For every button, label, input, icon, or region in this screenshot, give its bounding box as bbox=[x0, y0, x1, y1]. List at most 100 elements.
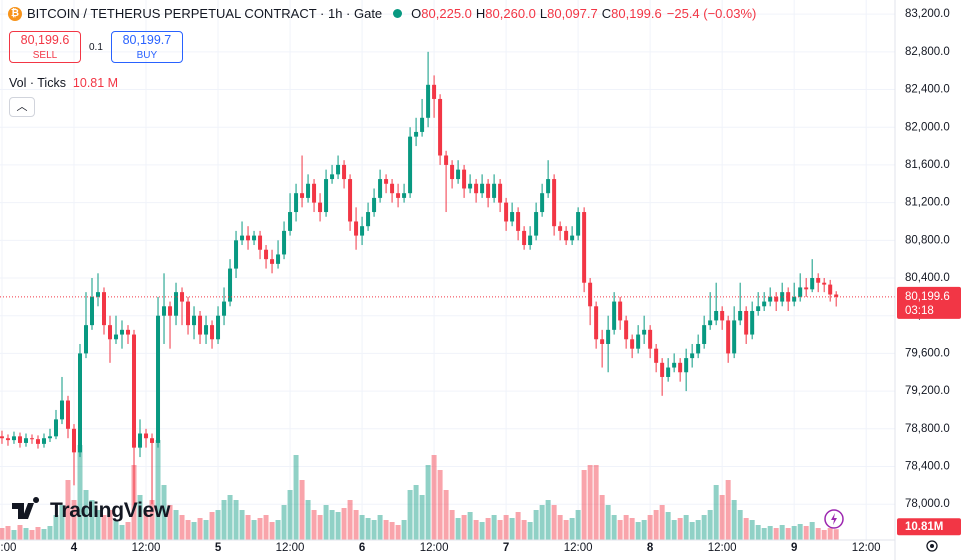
candle-body bbox=[11, 436, 16, 441]
volume-bar bbox=[599, 495, 605, 540]
ohlc-value: 80,199.6 bbox=[611, 6, 662, 21]
candle-body bbox=[35, 439, 40, 444]
volume-bar bbox=[383, 520, 389, 540]
ohlc-key: L bbox=[539, 6, 548, 21]
x-tick-label: 5 bbox=[215, 542, 222, 554]
volume-bar bbox=[275, 520, 281, 540]
volume-bar bbox=[371, 520, 377, 540]
candle-body bbox=[198, 315, 203, 335]
candle-body bbox=[810, 278, 815, 290]
volume-bar bbox=[269, 522, 275, 540]
last-price-box bbox=[897, 286, 961, 319]
volume-bar bbox=[257, 518, 263, 540]
candle-body bbox=[204, 325, 209, 335]
symbol[interactable]: BITCOIN / TETHERUS PERPETUAL CONTRACT · … bbox=[27, 6, 383, 21]
volume-bar bbox=[785, 528, 791, 540]
volume-bar bbox=[491, 515, 497, 540]
countdown: 03:18 bbox=[905, 305, 934, 317]
volume-bar bbox=[77, 445, 83, 540]
y-tick-label: 80,800.0 bbox=[905, 234, 950, 246]
candle-body bbox=[474, 183, 479, 194]
candle-body bbox=[516, 212, 521, 231]
volume-bar bbox=[659, 505, 665, 540]
candle-body bbox=[684, 358, 689, 373]
candle-body bbox=[258, 235, 263, 250]
candle-body bbox=[59, 400, 64, 420]
volume-bar bbox=[701, 515, 707, 540]
volume-bar bbox=[719, 495, 725, 540]
volume-bar bbox=[167, 505, 173, 540]
candle-body bbox=[756, 306, 761, 311]
candle-body bbox=[324, 179, 329, 213]
ohlc-key: C bbox=[601, 6, 612, 21]
x-tick-label: 12:00 bbox=[852, 542, 881, 554]
volume-bar bbox=[377, 515, 383, 540]
volume-bar bbox=[743, 518, 749, 540]
candle-body bbox=[534, 212, 539, 236]
candle-body bbox=[41, 438, 46, 444]
candle-body bbox=[90, 296, 95, 326]
sell-button[interactable]: 80,199.6 SELL bbox=[9, 31, 81, 63]
coin-icon: ₿ bbox=[8, 6, 22, 21]
volume-bar bbox=[623, 515, 629, 540]
volume-bar bbox=[443, 490, 449, 540]
candle-body bbox=[408, 136, 413, 194]
volume-bar bbox=[533, 510, 539, 540]
candle-body bbox=[120, 329, 125, 335]
y-tick-label: 83,200.0 bbox=[905, 8, 950, 20]
candle-body bbox=[552, 179, 557, 227]
candle-body bbox=[792, 296, 797, 302]
candle-body bbox=[174, 292, 179, 316]
volume-bar bbox=[11, 530, 17, 540]
volume-bar bbox=[401, 520, 407, 540]
market-status bbox=[393, 9, 403, 18]
volume-bar bbox=[815, 528, 821, 540]
sell-label: SELL bbox=[32, 50, 58, 61]
volume-bar bbox=[797, 524, 803, 540]
candle-body bbox=[216, 315, 221, 340]
volume-bar bbox=[707, 510, 713, 540]
volume-bar bbox=[455, 518, 461, 540]
candle-body bbox=[420, 117, 425, 132]
collapse-button[interactable]: ︿ bbox=[9, 97, 35, 117]
volume-bar bbox=[221, 500, 227, 540]
candle-body bbox=[666, 367, 671, 377]
volume-bar bbox=[581, 470, 587, 540]
candle-body bbox=[612, 301, 617, 330]
volume-bar bbox=[635, 522, 641, 540]
ohlc-item: L80,097.7 bbox=[540, 6, 598, 21]
volume-bar bbox=[227, 495, 233, 540]
volume-bar bbox=[413, 485, 419, 540]
volume-bar bbox=[527, 522, 533, 540]
candle-body bbox=[414, 131, 419, 137]
settings-icon[interactable] bbox=[926, 540, 938, 552]
volume-bar bbox=[419, 495, 425, 540]
volume-bar bbox=[203, 520, 209, 540]
candle-body bbox=[804, 287, 809, 290]
volume-bar bbox=[305, 500, 311, 540]
y-tick-label: 81,600.0 bbox=[905, 159, 950, 171]
volume-bar bbox=[647, 515, 653, 540]
candle-body bbox=[396, 193, 401, 198]
candle-body bbox=[654, 348, 659, 363]
candle-body bbox=[246, 235, 251, 241]
candle-body bbox=[77, 353, 82, 453]
candle-body bbox=[378, 179, 383, 198]
lightning-icon[interactable] bbox=[824, 509, 844, 529]
volume-bar bbox=[587, 465, 593, 540]
candle-body bbox=[342, 164, 347, 180]
volume-name[interactable]: Vol · Ticks bbox=[9, 76, 66, 90]
x-tick-label: 6 bbox=[359, 542, 365, 554]
spread: 0.1 bbox=[89, 41, 103, 53]
buy-price: 80,199.7 bbox=[122, 33, 172, 47]
volume-bar bbox=[677, 518, 683, 540]
candle-body bbox=[588, 282, 593, 307]
candle-body bbox=[600, 339, 605, 344]
candle-body bbox=[114, 334, 119, 340]
volume-bar bbox=[341, 508, 347, 540]
candle-body bbox=[336, 164, 341, 175]
buy-button[interactable]: 80,199.7 BUY bbox=[110, 31, 183, 63]
ohlc-value: 80,097.7 bbox=[547, 6, 598, 21]
volume-bar bbox=[233, 500, 239, 540]
